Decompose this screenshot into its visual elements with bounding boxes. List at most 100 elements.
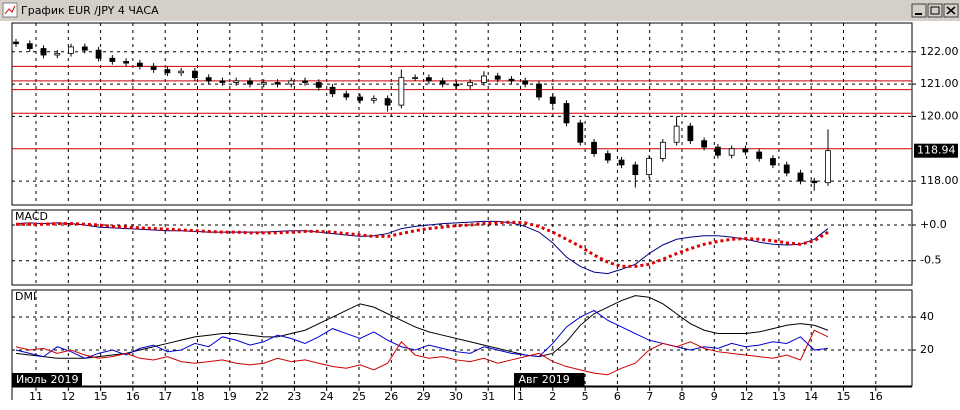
candle-body [95, 49, 102, 59]
candle-body [150, 65, 157, 70]
candle-body [274, 82, 281, 85]
candle-body [384, 98, 391, 106]
month-label: Авг 2019 [519, 373, 570, 386]
window-title: График EUR /JPY 4 ЧАСА [21, 4, 159, 17]
candle-body [439, 80, 446, 85]
candle-body [632, 164, 639, 176]
candle-body [398, 77, 405, 106]
candle-body [288, 80, 295, 85]
minimize-button[interactable] [911, 3, 927, 18]
candle-body [26, 43, 33, 49]
window-icon-line [4, 5, 16, 15]
candle-body [604, 153, 611, 161]
candle-body [136, 62, 143, 67]
panel-title: DMI [15, 290, 36, 303]
candle-body [797, 172, 804, 182]
x-tick-label: 31 [481, 390, 495, 403]
candle-body [453, 83, 460, 87]
candle-body [522, 80, 529, 85]
candle-body [81, 46, 88, 51]
x-tick-label: 15 [837, 390, 851, 403]
candle-body [783, 164, 790, 174]
x-tick-label: 30 [449, 390, 463, 403]
candle-body [302, 80, 308, 83]
maximize-icon [930, 6, 940, 15]
month-label-box [514, 373, 585, 386]
x-tick-label: 12 [61, 390, 75, 403]
candle-body [40, 48, 47, 56]
candle-body [618, 159, 625, 166]
x-tick-label: 18 [191, 390, 205, 403]
candle-body [164, 69, 171, 74]
candle-body [260, 82, 267, 85]
series-line [15, 295, 829, 359]
candle-body [329, 86, 336, 95]
candle-body [563, 103, 570, 124]
close-icon [946, 6, 956, 15]
x-tick-label: 16 [126, 390, 140, 403]
candle-body [659, 141, 666, 159]
candle-body [192, 70, 198, 79]
x-tick-label: 5 [582, 390, 589, 403]
x-tick-label: 1 [517, 390, 524, 403]
x-tick-label: 24 [320, 390, 334, 403]
x-tick-label: 7 [646, 390, 653, 403]
series-line [15, 309, 829, 359]
candle-body [123, 61, 130, 64]
candle-body [425, 77, 432, 82]
candle-body [508, 78, 515, 82]
series-line [16, 220, 829, 268]
x-tick-label: 15 [94, 390, 108, 403]
x-tick-label: 8 [679, 390, 686, 403]
y-tick-label: 120.00 [920, 109, 959, 122]
y-tick-label: 121.00 [920, 77, 959, 90]
candle-body [205, 77, 212, 82]
x-tick-label: 29 [417, 390, 431, 403]
candle-body [549, 96, 556, 104]
y-tick-label: +0.0 [920, 218, 947, 231]
panel [11, 209, 913, 286]
candle-body [701, 140, 708, 148]
candle-body [219, 80, 226, 83]
candle-body [673, 125, 680, 143]
title-bar [0, 0, 960, 21]
candle-body [343, 93, 350, 98]
x-tick-label: 14 [804, 390, 818, 403]
candle-body [412, 77, 419, 80]
candle-body [233, 80, 240, 83]
candle-body [68, 46, 74, 54]
candle-body [315, 82, 322, 88]
panel-title: MACD [15, 210, 48, 223]
maximize-button[interactable] [927, 3, 943, 18]
candle-body [178, 70, 185, 74]
candle-body [770, 158, 776, 166]
candle-body [742, 148, 749, 153]
candle-body [370, 98, 377, 101]
x-tick-label: 22 [255, 390, 269, 403]
x-tick-label: 19 [223, 390, 237, 403]
x-tick-label: 23 [287, 390, 301, 403]
candle-body [591, 141, 597, 155]
series-line [15, 329, 829, 376]
month-label-box [12, 373, 82, 386]
candle-body [109, 57, 116, 62]
month-label: Июль 2019 [16, 373, 79, 386]
candle-body [481, 75, 487, 83]
y-tick-label: 122.00 [920, 45, 959, 58]
panel [11, 289, 913, 387]
candle-body [54, 52, 61, 56]
candle-body [247, 80, 253, 85]
candle-body [467, 82, 474, 87]
candle-body [825, 150, 831, 184]
y-tick-label: -0.5 [920, 254, 941, 267]
current-price-label: 118.94 [917, 144, 956, 157]
series-line [15, 220, 829, 275]
x-tick-label: 26 [384, 390, 398, 403]
y-tick-label: 118.00 [920, 174, 959, 187]
current-price-box [914, 143, 958, 158]
x-tick-label: 2 [549, 390, 556, 403]
candle-body [756, 151, 763, 159]
candle-body [687, 125, 694, 142]
x-tick-label: 12 [740, 390, 754, 403]
